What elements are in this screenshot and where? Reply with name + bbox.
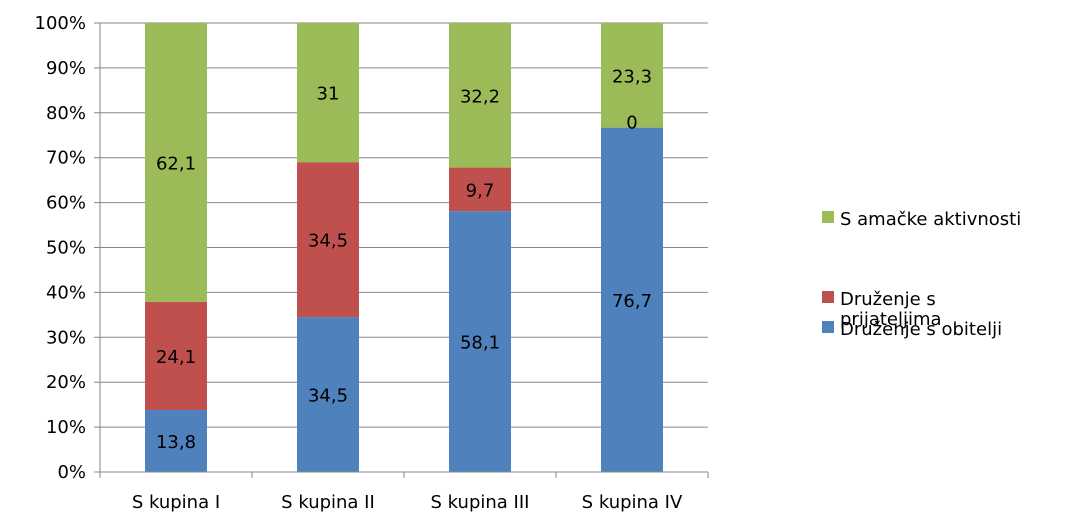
data-label: 76,7 bbox=[612, 291, 652, 312]
y-tick-label: 10% bbox=[46, 417, 86, 438]
data-label: 34,5 bbox=[308, 231, 348, 252]
y-tick-label: 60% bbox=[46, 193, 86, 214]
bars bbox=[145, 23, 663, 473]
x-tick-label: S kupina I bbox=[132, 492, 220, 513]
legend-swatch bbox=[822, 291, 834, 303]
data-label: 24,1 bbox=[156, 347, 196, 368]
data-label: 32,2 bbox=[460, 86, 500, 107]
x-tick-label: S kupina III bbox=[431, 492, 530, 513]
data-label: 9,7 bbox=[466, 180, 495, 201]
bar-segment bbox=[297, 317, 359, 472]
legend-label: Druženje s obitelji bbox=[840, 319, 1002, 340]
data-label: 34,5 bbox=[308, 386, 348, 407]
y-tick-label: 0% bbox=[57, 462, 86, 483]
bar-segment bbox=[145, 301, 207, 411]
bar-segment bbox=[449, 23, 511, 168]
y-tick-label: 30% bbox=[46, 327, 86, 348]
data-label: 23,3 bbox=[612, 66, 652, 87]
data-label: 13,8 bbox=[156, 432, 196, 453]
y-tick-label: 100% bbox=[35, 13, 86, 34]
y-tick-label: 80% bbox=[46, 103, 86, 124]
bar-segment bbox=[297, 23, 359, 163]
legend-label: S amačke aktivnosti bbox=[840, 209, 1021, 230]
data-label: 58,1 bbox=[460, 333, 500, 354]
data-label: 31 bbox=[317, 84, 340, 105]
legend-swatch bbox=[822, 321, 834, 333]
legend-label: Druženje s bbox=[840, 289, 936, 310]
bar-segment bbox=[601, 127, 663, 472]
bar-segment bbox=[449, 167, 511, 212]
data-label: 0 bbox=[626, 113, 637, 134]
y-tick-label: 40% bbox=[46, 282, 86, 303]
bar-segment bbox=[145, 23, 207, 302]
y-tick-label: 20% bbox=[46, 372, 86, 393]
legend: S amačke aktivnosti Druženje sprijateljim… bbox=[822, 209, 1021, 340]
bar-segment bbox=[145, 410, 207, 472]
x-tick-label: S kupina IV bbox=[582, 492, 683, 513]
data-labels: 13,8 24,1 62,1 34,5 34,5 31 58,1 9,7 32,2 76,7 0 23… bbox=[156, 66, 652, 453]
x-tick-label: S kupina II bbox=[281, 492, 375, 513]
axes: 0% 10% 20% 30% 40% 50% 60% 70% 80% 90% 100% S kupin… bbox=[35, 13, 709, 513]
data-label: 62,1 bbox=[156, 153, 196, 174]
bar-segment bbox=[449, 211, 511, 473]
bar-segment bbox=[297, 162, 359, 318]
bar-segment bbox=[601, 23, 663, 128]
y-tick-label: 70% bbox=[46, 148, 86, 169]
y-tick-label: 50% bbox=[46, 238, 86, 259]
legend-swatch bbox=[822, 211, 834, 223]
y-tick-label: 90% bbox=[46, 58, 86, 79]
legend-label: prijateljima bbox=[840, 309, 942, 330]
